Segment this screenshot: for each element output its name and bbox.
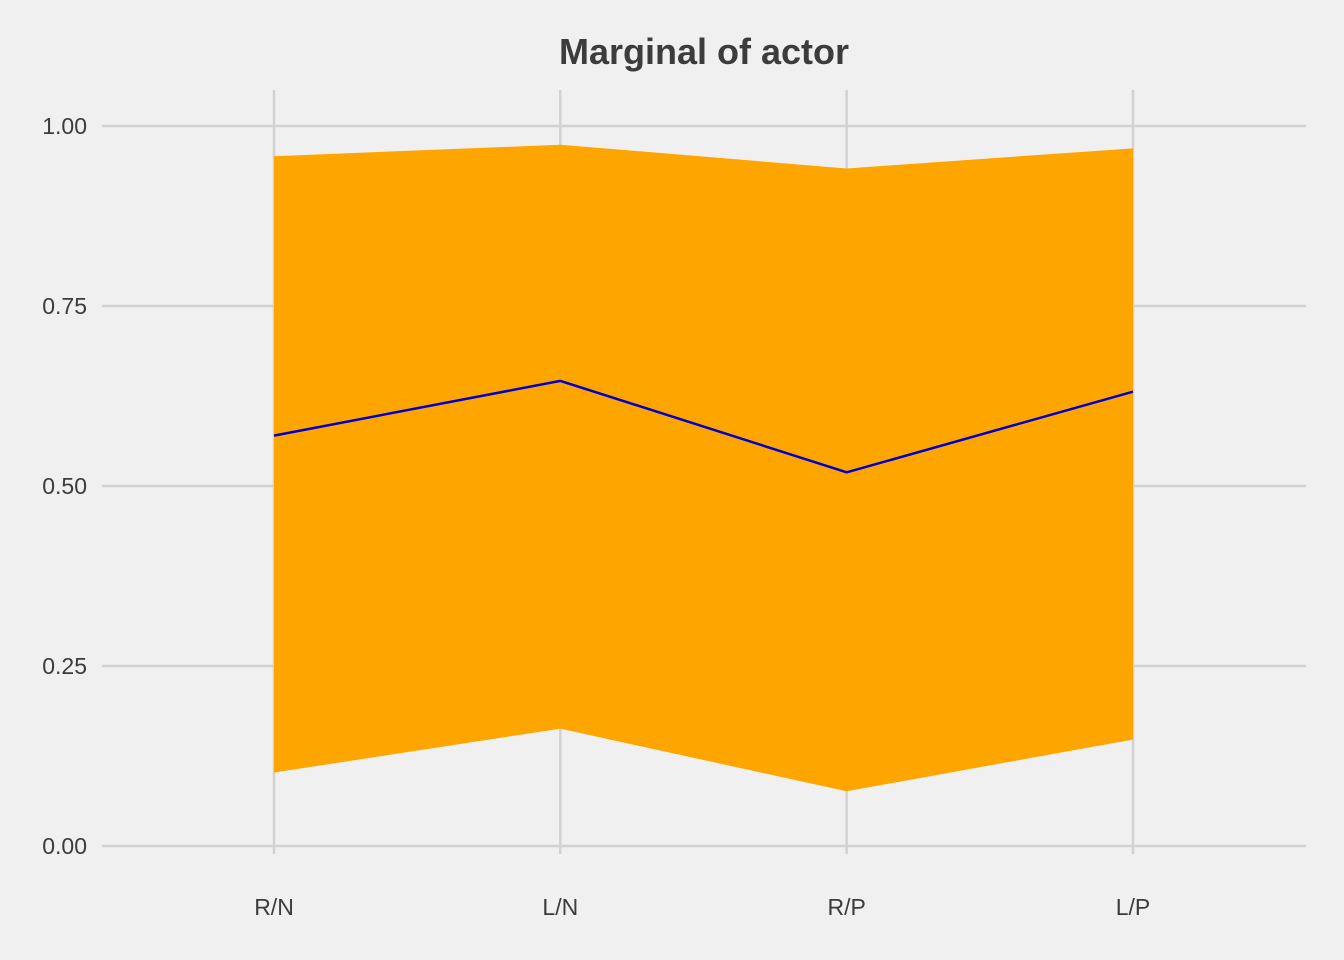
chart-title: Marginal of actor <box>559 31 849 72</box>
y-tick-label: 0.75 <box>42 293 87 319</box>
x-tick-label: R/P <box>827 894 865 920</box>
y-tick-label: 0.50 <box>42 473 87 499</box>
x-tick-label: L/P <box>1116 894 1151 920</box>
confidence-band <box>274 144 1133 792</box>
axis-labels: 0.00 0.25 0.50 0.75 1.00 R/N L/N R/P L/P <box>42 113 1150 920</box>
x-tick-label: L/N <box>542 894 578 920</box>
series-line-layer <box>273 379 1134 474</box>
series-line <box>273 379 1134 474</box>
y-tick-label: 0.00 <box>42 833 87 859</box>
confidence-band-layer <box>274 144 1133 792</box>
y-tick-label: 0.25 <box>42 653 87 679</box>
y-tick-label: 1.00 <box>42 113 87 139</box>
x-tick-label: R/N <box>254 894 294 920</box>
